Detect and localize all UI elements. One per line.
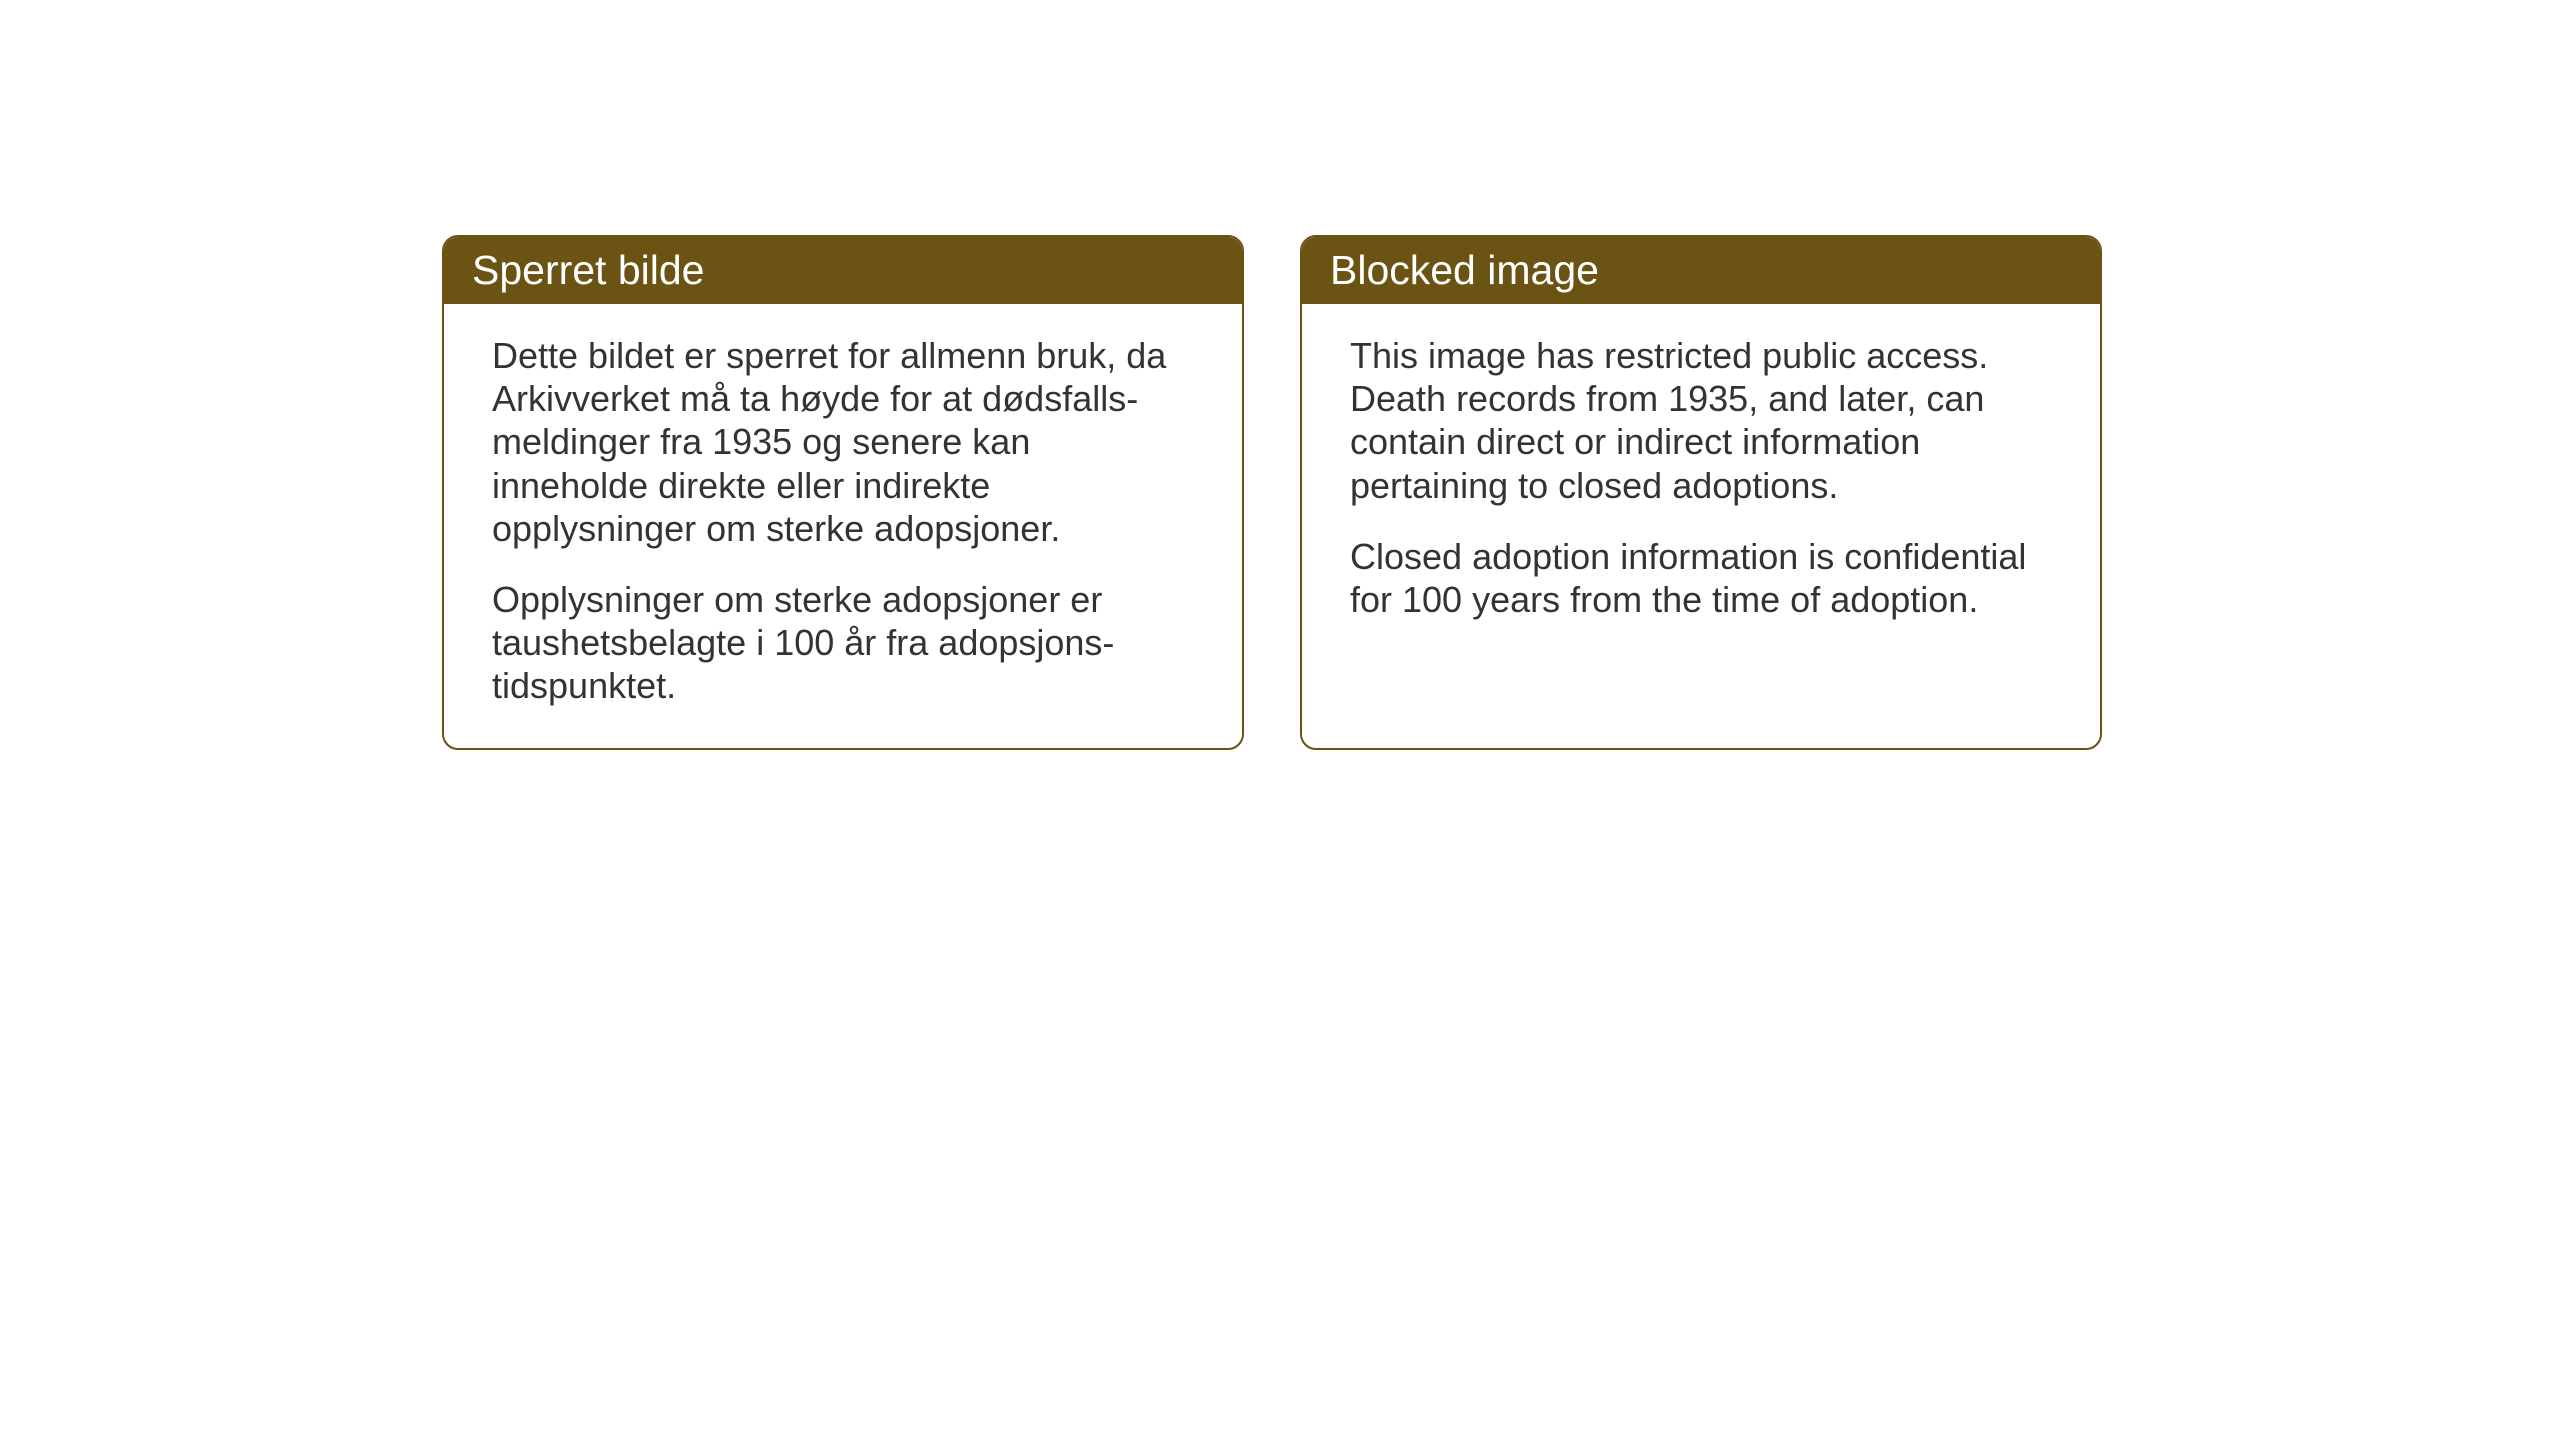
card-header-english: Blocked image	[1302, 237, 2100, 304]
card-title-norwegian: Sperret bilde	[472, 247, 704, 293]
card-paragraph-1-english: This image has restricted public access.…	[1350, 334, 2052, 507]
card-body-english: This image has restricted public access.…	[1302, 304, 2100, 661]
notice-card-english: Blocked image This image has restricted …	[1300, 235, 2102, 750]
card-header-norwegian: Sperret bilde	[444, 237, 1242, 304]
card-paragraph-1-norwegian: Dette bildet er sperret for allmenn bruk…	[492, 334, 1194, 550]
card-title-english: Blocked image	[1330, 247, 1599, 293]
card-paragraph-2-english: Closed adoption information is confident…	[1350, 535, 2052, 621]
notice-card-norwegian: Sperret bilde Dette bildet er sperret fo…	[442, 235, 1244, 750]
card-paragraph-2-norwegian: Opplysninger om sterke adopsjoner er tau…	[492, 578, 1194, 708]
notice-cards-container: Sperret bilde Dette bildet er sperret fo…	[442, 235, 2102, 750]
card-body-norwegian: Dette bildet er sperret for allmenn bruk…	[444, 304, 1242, 748]
